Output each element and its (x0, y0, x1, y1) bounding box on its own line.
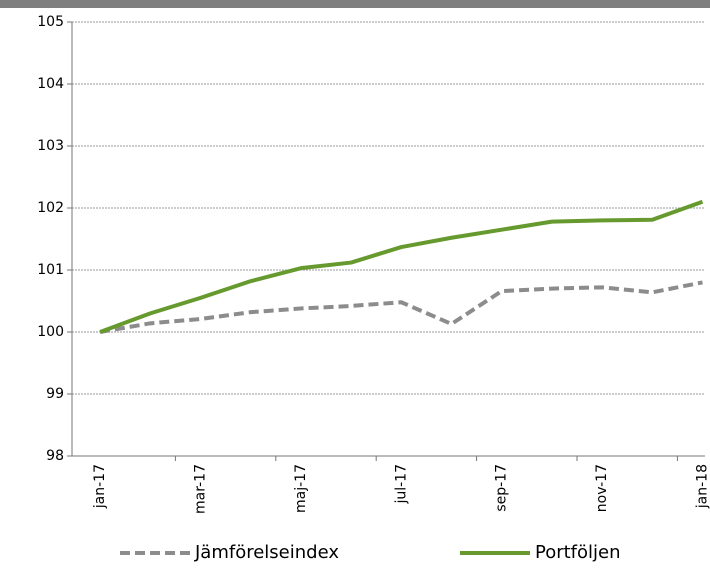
y-tick-label: 99 (46, 386, 64, 402)
y-tick-label: 98 (46, 448, 64, 464)
y-tick-label: 101 (37, 262, 64, 278)
x-tick-label: nov-17 (594, 464, 610, 512)
x-tick-label: jul-17 (393, 464, 409, 505)
x-tick-label: maj-17 (293, 464, 309, 513)
x-tick-label: mar-17 (193, 464, 209, 514)
y-tick-label: 102 (37, 200, 64, 216)
x-tick-label: sep-17 (494, 464, 510, 512)
x-tick-label: jan-17 (92, 464, 108, 509)
y-tick-label: 103 (37, 138, 64, 154)
legend-label: Portföljen (535, 542, 621, 563)
x-tick-label: jan-18 (695, 464, 710, 509)
series-line (99, 280, 703, 334)
y-tick-label: 100 (37, 324, 64, 340)
legend-label: Jämförelseindex (194, 542, 339, 563)
series-line (99, 199, 704, 334)
y-tick-label: 104 (37, 76, 64, 92)
header-bar (0, 0, 710, 8)
y-tick-label: 105 (37, 14, 64, 30)
